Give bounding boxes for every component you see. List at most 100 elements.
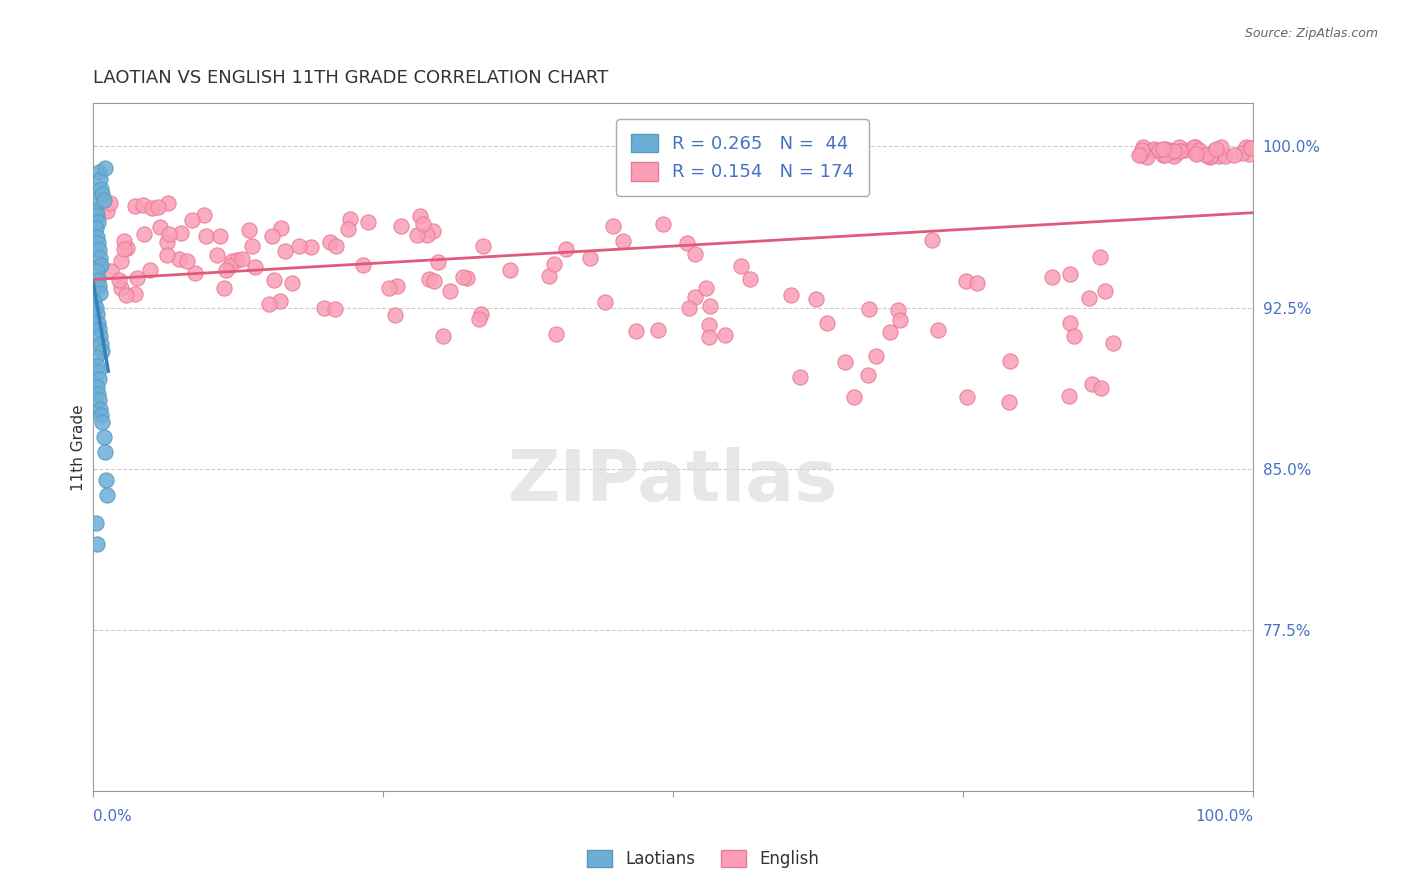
English [319, 235, 342, 249]
English [231, 252, 253, 266]
English [205, 248, 228, 262]
English [1188, 143, 1211, 157]
English [1184, 140, 1206, 154]
English [1059, 316, 1081, 330]
English [1094, 284, 1116, 298]
Laotians [94, 444, 117, 458]
Laotians [96, 488, 118, 502]
English [257, 297, 280, 311]
English [1205, 143, 1227, 157]
English [652, 218, 675, 232]
Laotians [83, 193, 105, 207]
English [695, 281, 717, 295]
English [427, 255, 450, 269]
Laotians [84, 221, 107, 235]
Laotians [86, 359, 108, 373]
Laotians [84, 350, 107, 364]
English [238, 223, 260, 237]
Text: Source: ZipAtlas.com: Source: ZipAtlas.com [1244, 27, 1378, 40]
Laotians [89, 328, 111, 343]
English [157, 227, 180, 242]
English [412, 217, 434, 231]
English [405, 227, 427, 242]
English [114, 288, 136, 302]
English [1232, 146, 1254, 161]
English [270, 220, 292, 235]
English [1185, 146, 1208, 161]
English [1215, 149, 1237, 163]
English [124, 287, 146, 301]
English [546, 326, 568, 341]
English [804, 292, 827, 306]
English [262, 229, 284, 244]
Laotians [86, 208, 108, 222]
English [409, 209, 432, 223]
English [579, 251, 602, 265]
English [1239, 141, 1261, 155]
English [148, 219, 170, 234]
English [927, 323, 949, 337]
English [156, 195, 179, 210]
English [112, 234, 135, 248]
English [1101, 336, 1123, 351]
English [226, 252, 249, 267]
English [699, 299, 721, 313]
English [1194, 147, 1216, 161]
Laotians [90, 182, 112, 196]
English [240, 239, 263, 253]
English [451, 270, 474, 285]
English [1057, 389, 1080, 403]
English [842, 390, 865, 404]
English [108, 273, 131, 287]
English [467, 312, 489, 326]
English [1132, 140, 1154, 154]
English [626, 324, 648, 338]
Laotians [84, 301, 107, 315]
English [699, 330, 721, 344]
English [1160, 144, 1182, 158]
English [357, 215, 380, 229]
English [423, 274, 446, 288]
English [1140, 143, 1163, 157]
English [1090, 380, 1112, 394]
English [416, 227, 439, 242]
English [647, 323, 669, 337]
English [595, 294, 617, 309]
English [738, 272, 761, 286]
English [543, 257, 565, 271]
English [676, 235, 699, 250]
English [439, 285, 461, 299]
Laotians [89, 285, 111, 300]
English [1077, 292, 1099, 306]
English [385, 278, 408, 293]
English [1159, 145, 1181, 159]
English [499, 263, 522, 277]
English [889, 312, 911, 326]
English [184, 266, 207, 280]
English [1159, 143, 1181, 157]
English [1154, 142, 1177, 156]
English [167, 252, 190, 266]
English [956, 390, 979, 404]
English [378, 281, 401, 295]
English [422, 223, 444, 237]
English [789, 370, 811, 384]
English [1143, 142, 1166, 156]
English [281, 277, 304, 291]
Laotians [86, 229, 108, 244]
English [1152, 142, 1174, 156]
English [124, 199, 146, 213]
Laotians [90, 408, 112, 422]
English [858, 368, 880, 382]
English [195, 228, 218, 243]
English [1168, 144, 1191, 158]
English [1199, 150, 1222, 164]
English [1154, 143, 1177, 157]
English [215, 263, 238, 277]
English [1152, 148, 1174, 162]
English [683, 290, 706, 304]
Laotians [90, 258, 112, 272]
English [815, 316, 838, 330]
Text: LAOTIAN VS ENGLISH 11TH GRADE CORRELATION CHART: LAOTIAN VS ENGLISH 11TH GRADE CORRELATIO… [93, 69, 609, 87]
Laotians [87, 392, 110, 407]
